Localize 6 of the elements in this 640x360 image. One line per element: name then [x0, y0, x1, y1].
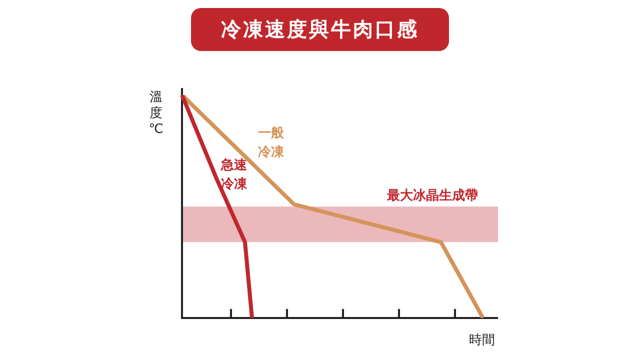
- band-label: 最大冰晶生成帶: [386, 187, 478, 204]
- y-axis-title: 溫度℃: [148, 90, 164, 137]
- series-label: 急速冷凍: [220, 158, 248, 192]
- x-axis-title: 時間: [469, 332, 495, 348]
- series-label: 一般冷凍: [258, 126, 285, 160]
- chart-title: 冷凍速度與牛肉口感: [191, 8, 449, 51]
